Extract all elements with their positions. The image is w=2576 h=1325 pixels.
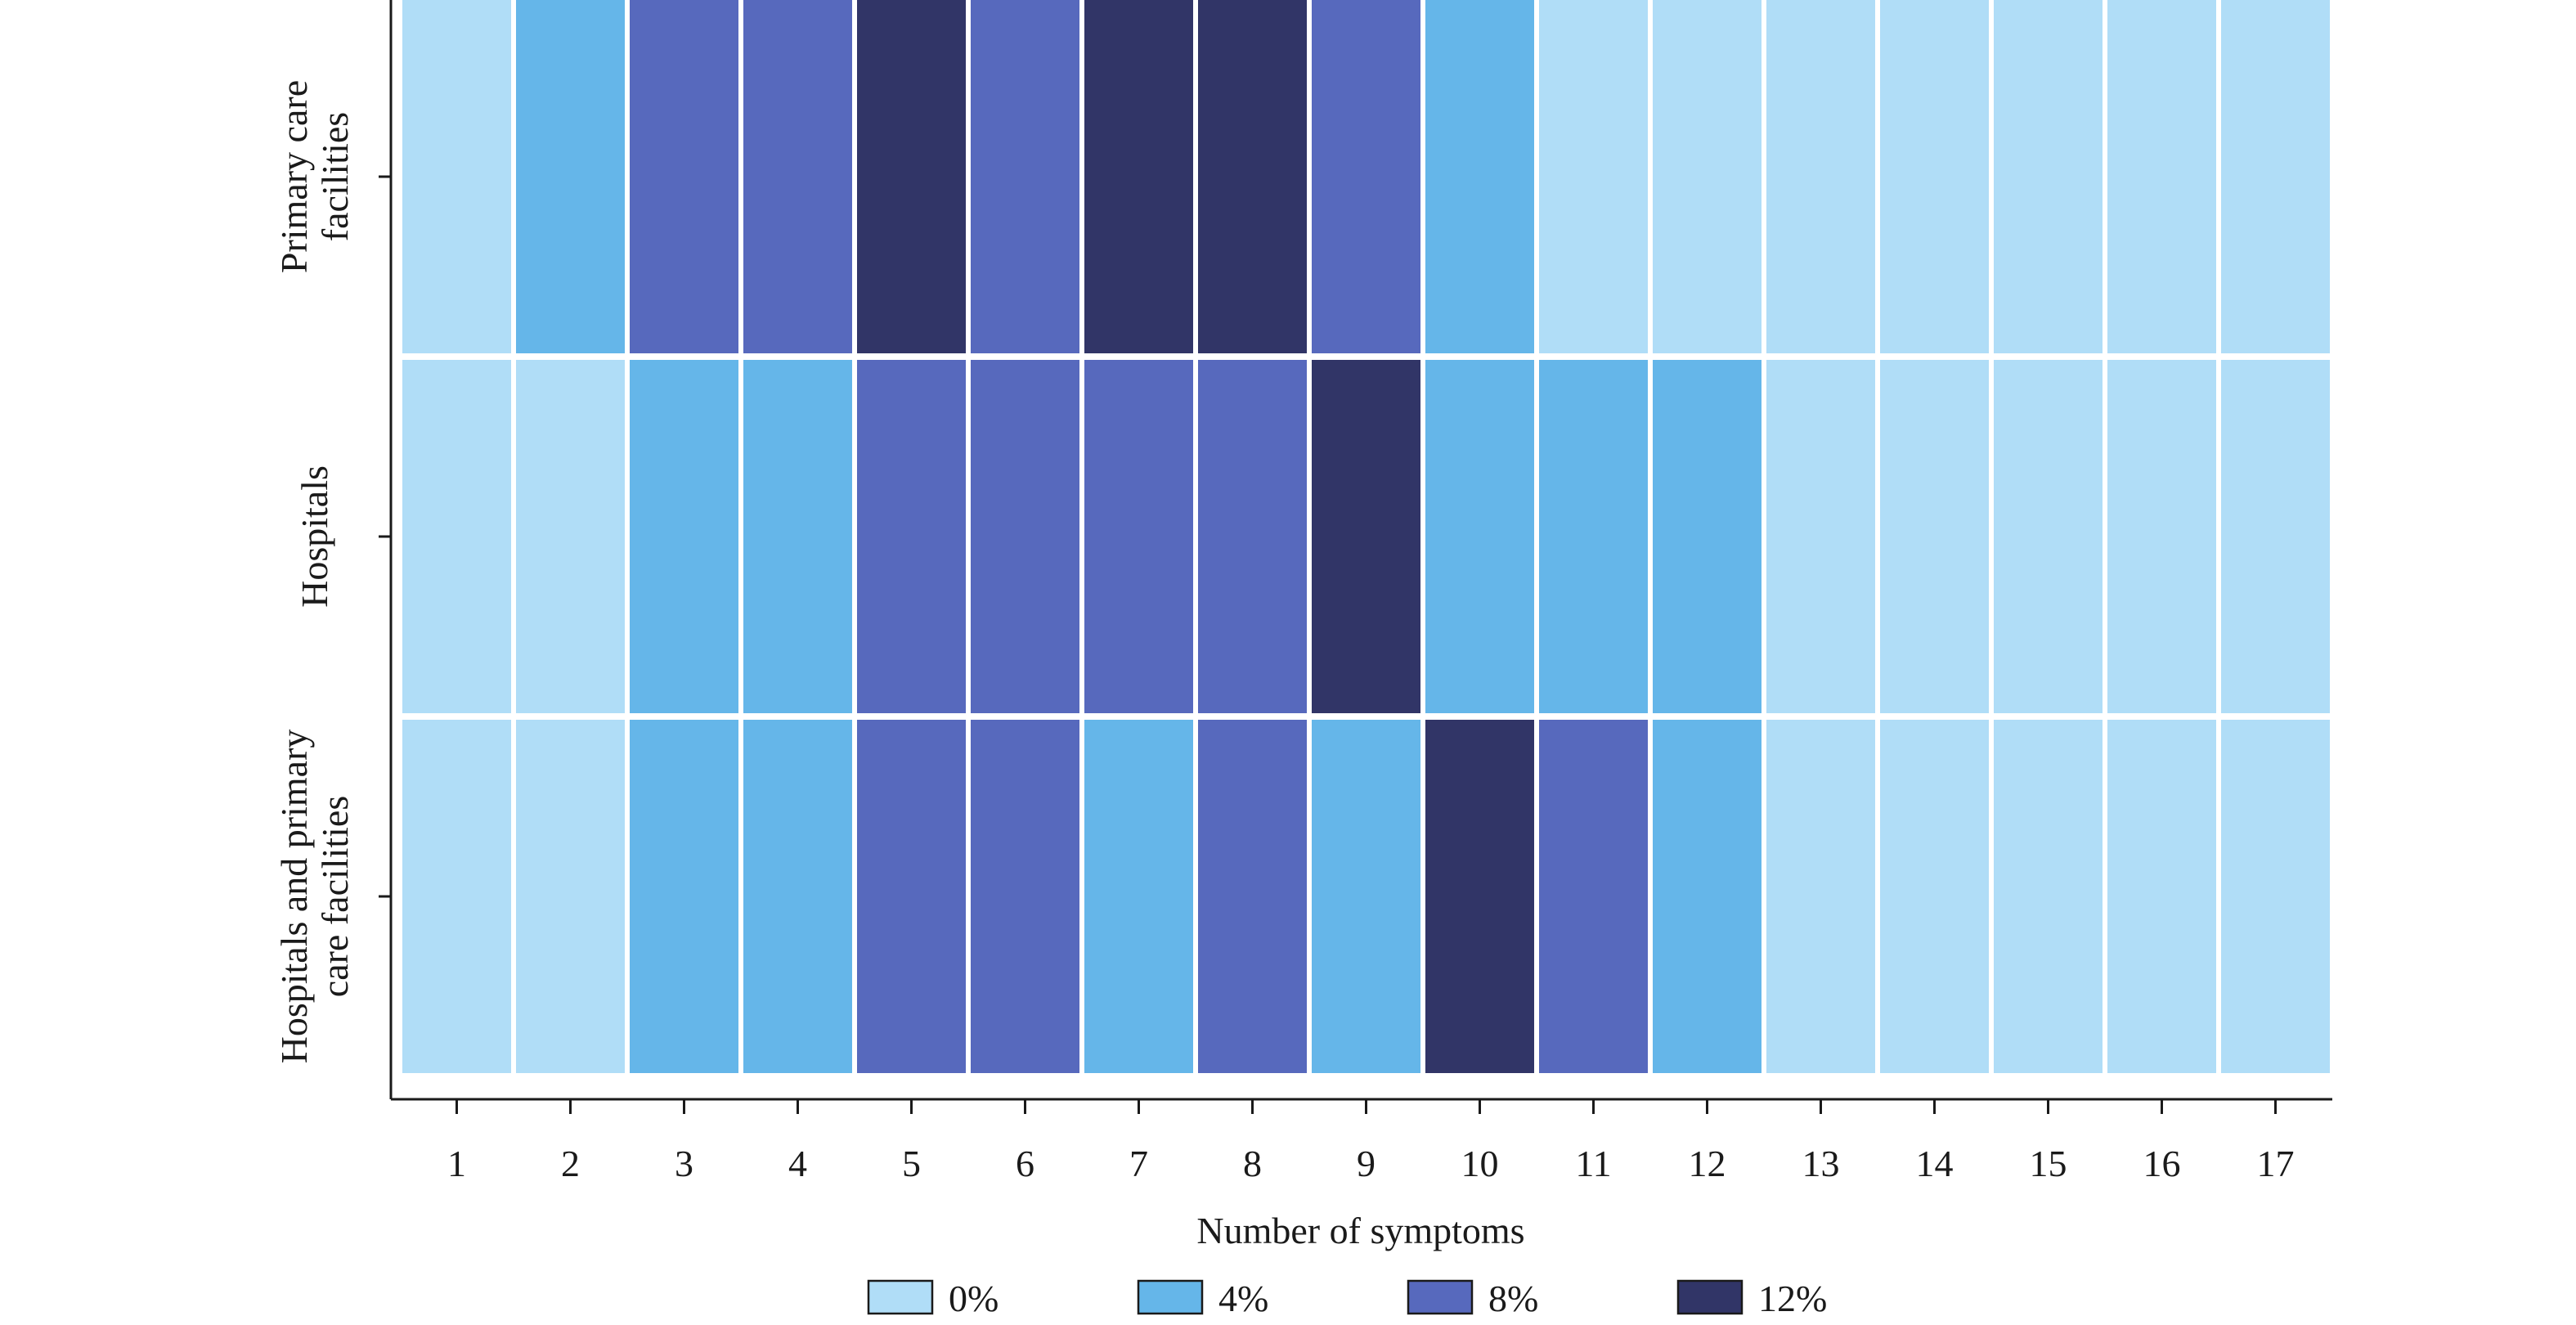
heatmap-cell-r2-c10 (1425, 360, 1534, 713)
heatmap-cell-r1-c2 (516, 0, 625, 353)
heatmap-cell-r3-c12 (1653, 720, 1761, 1073)
heatmap-cell-r3-c4 (743, 720, 852, 1073)
heatmap-cell-r3-c6 (971, 720, 1079, 1073)
x-tick-label: 3 (675, 1143, 693, 1184)
heatmap-cell-r3-c5 (857, 720, 966, 1073)
heatmap-cell-r1-c3 (630, 0, 738, 353)
heatmap-cell-r3-c7 (1084, 720, 1193, 1073)
x-tick-label: 12 (1689, 1143, 1726, 1184)
x-tick-label: 8 (1243, 1143, 1262, 1184)
legend-label: 8% (1488, 1278, 1538, 1319)
heatmap-cell-r2-c17 (2221, 360, 2330, 713)
heatmap-cell-r2-c4 (743, 360, 852, 713)
x-tick-label: 15 (2030, 1143, 2067, 1184)
y-tick-label: Hospitals and primarycare facilities (273, 730, 356, 1064)
heatmap-cell-r3-c11 (1539, 720, 1648, 1073)
heatmap-cell-r3-c1 (402, 720, 511, 1073)
x-tick-label: 7 (1129, 1143, 1148, 1184)
legend-label: 4% (1218, 1278, 1268, 1319)
heatmap-cell-r1-c14 (1880, 0, 1989, 353)
x-tick-label: 16 (2143, 1143, 2181, 1184)
x-tick-label: 5 (902, 1143, 921, 1184)
heatmap-cell-r1-c12 (1653, 0, 1761, 353)
legend-label: 0% (949, 1278, 999, 1319)
heatmap-cell-r1-c1 (402, 0, 511, 353)
heatmap-cell-r1-c16 (2107, 0, 2216, 353)
x-tick-label: 1 (447, 1143, 466, 1184)
heatmap-cell-r1-c7 (1084, 0, 1193, 353)
axes (389, 0, 2332, 1101)
y-tick-label: Primary carefacilities (273, 80, 356, 273)
y-tick-label: Hospitals (294, 465, 335, 608)
heatmap-cell-r3-c17 (2221, 720, 2330, 1073)
legend-swatch (1407, 1279, 1474, 1315)
y-tick-label-line: Hospitals and primary (273, 730, 315, 1064)
heatmap-cell-r2-c7 (1084, 360, 1193, 713)
legend-swatch (867, 1279, 934, 1315)
heatmap-cells (402, 0, 2330, 1073)
x-tick-label: 6 (1016, 1143, 1034, 1184)
y-ticks: Primary carefacilities Hospitals Hospitals… (273, 80, 391, 1064)
heatmap-cell-r3-c10 (1425, 720, 1534, 1073)
heatmap-cell-r2-c14 (1880, 360, 1989, 713)
heatmap-cell-r2-c13 (1766, 360, 1875, 713)
x-tick-label: 14 (1916, 1143, 1954, 1184)
x-tick-label: 17 (2257, 1143, 2295, 1184)
heatmap-cell-r1-c13 (1766, 0, 1875, 353)
heatmap-cell-r1-c4 (743, 0, 852, 353)
heatmap-cell-r3-c8 (1198, 720, 1307, 1073)
heatmap-cell-r3-c14 (1880, 720, 1989, 1073)
y-tick-label-line: care facilities (314, 796, 356, 997)
heatmap-cell-r1-c9 (1312, 0, 1420, 353)
x-tick-label: 2 (561, 1143, 580, 1184)
x-tick-label: 9 (1357, 1143, 1376, 1184)
heatmap-cell-r3-c15 (1994, 720, 2103, 1073)
legend-swatch (1137, 1279, 1204, 1315)
heatmap-cell-r2-c9 (1312, 360, 1420, 713)
y-tick-label-line: facilities (314, 112, 356, 241)
y-tick-label-line: Primary care (273, 80, 315, 273)
heatmap-cell-r2-c15 (1994, 360, 2103, 713)
heatmap-cell-r2-c2 (516, 360, 625, 713)
heatmap-cell-r1-c11 (1539, 0, 1648, 353)
legend-label: 12% (1758, 1278, 1827, 1319)
heatmap-cell-r3-c16 (2107, 720, 2216, 1073)
heatmap-cell-r3-c13 (1766, 720, 1875, 1073)
heatmap-cell-r3-c9 (1312, 720, 1420, 1073)
x-axis-title: Number of symptoms (1196, 1210, 1524, 1251)
heatmap-cell-r1-c17 (2221, 0, 2330, 353)
heatmap-cell-r1-c5 (857, 0, 966, 353)
heatmap-cell-r2-c12 (1653, 360, 1761, 713)
x-tick-label: 11 (1575, 1143, 1611, 1184)
heatmap-cell-r3-c3 (630, 720, 738, 1073)
heatmap-cell-r2-c3 (630, 360, 738, 713)
heatmap-cell-r1-c6 (971, 0, 1079, 353)
heatmap-cell-r2-c8 (1198, 360, 1307, 713)
legend: 0% 4% 8% 12% (867, 1278, 1827, 1319)
x-tick-label: 4 (788, 1143, 807, 1184)
heatmap-cell-r2-c11 (1539, 360, 1648, 713)
heatmap-cell-r2-c5 (857, 360, 966, 713)
heatmap-cell-r2-c1 (402, 360, 511, 713)
heatmap-cell-r2-c6 (971, 360, 1079, 713)
legend-swatch (1676, 1279, 1744, 1315)
x-tick-label: 10 (1461, 1143, 1499, 1184)
heatmap-cell-r1-c10 (1425, 0, 1534, 353)
heatmap-cell-r1-c15 (1994, 0, 2103, 353)
y-tick-label-line: Hospitals (294, 465, 335, 608)
x-ticks: 1 2 3 4 5 6 7 8 9 10 11 12 13 14 15 16 17 (447, 1099, 2295, 1184)
heatmap-cell-r1-c8 (1198, 0, 1307, 353)
x-tick-label: 13 (1802, 1143, 1840, 1184)
heatmap-cell-r2-c16 (2107, 360, 2216, 713)
heatmap-cell-r3-c2 (516, 720, 625, 1073)
